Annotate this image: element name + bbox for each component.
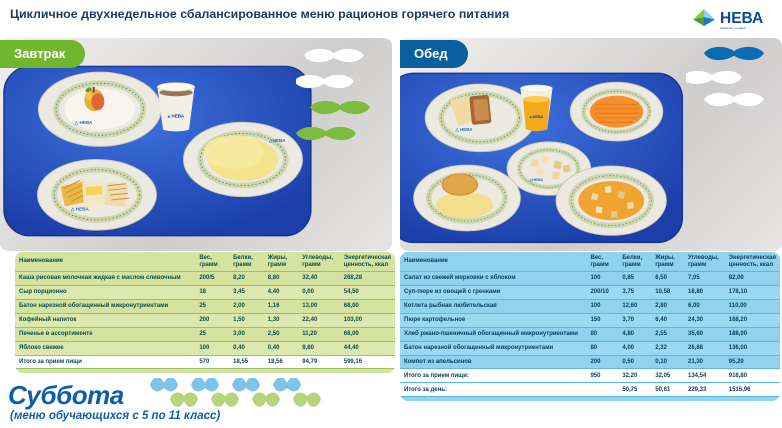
svg-text:НЕВА: НЕВА bbox=[720, 10, 763, 27]
svg-text:▴ НЕВА: ▴ НЕВА bbox=[167, 114, 185, 119]
svg-text:△ НЕВА: △ НЕВА bbox=[454, 127, 473, 132]
svg-text:△ НЕВА: △ НЕВА bbox=[70, 207, 89, 212]
svg-text:△НЕВА: △НЕВА bbox=[528, 178, 543, 182]
svg-text:Комбинат питания: Комбинат питания bbox=[720, 26, 746, 30]
svg-text:△НЕВА: △НЕВА bbox=[268, 138, 286, 143]
svg-text:▴ НЕВА: ▴ НЕВА bbox=[529, 115, 544, 119]
svg-text:△ НЕВА: △ НЕВА bbox=[74, 120, 93, 125]
